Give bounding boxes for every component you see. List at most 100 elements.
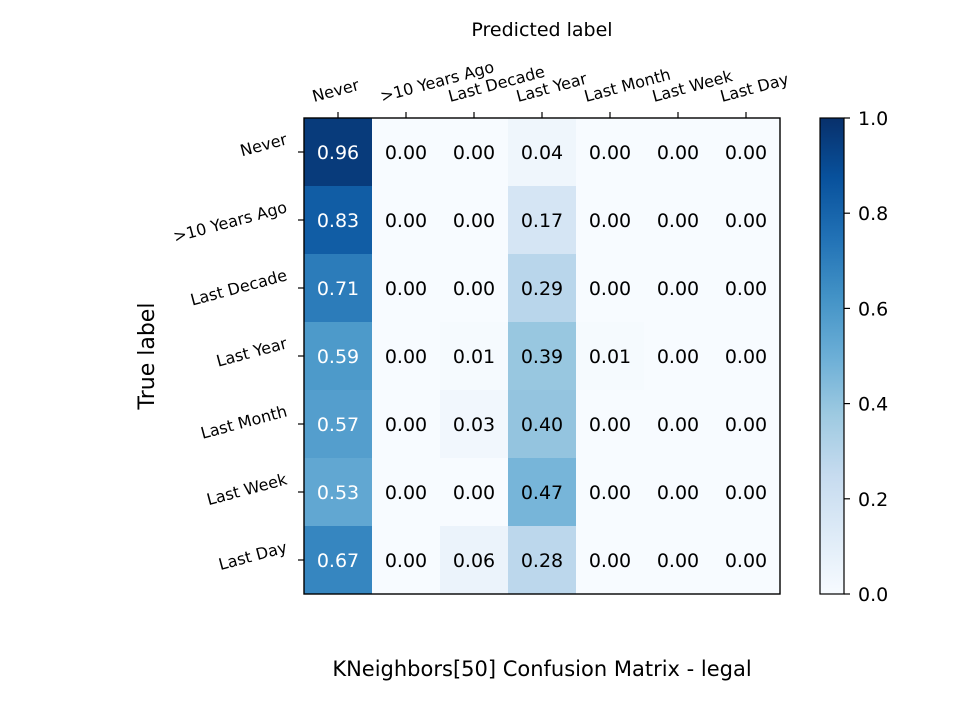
cell-value-label: 0.00 (385, 210, 427, 232)
heatmap-cell (576, 390, 645, 459)
cell-value-label: 0.00 (657, 346, 699, 368)
colorbar (819, 117, 845, 595)
heatmap-cell (372, 186, 441, 255)
heatmap-cell (304, 254, 373, 323)
heatmap-cell (508, 186, 577, 255)
cell-value-label: 0.29 (521, 278, 563, 300)
cell-value-label: 0.67 (317, 550, 359, 572)
cell-value-label: 0.00 (385, 550, 427, 572)
cell-value-label: 0.00 (725, 482, 767, 504)
heatmap-cell (372, 322, 441, 391)
heatmap-cell (304, 390, 373, 459)
cell-value-label: 0.00 (453, 210, 495, 232)
heatmap-cell (644, 118, 713, 187)
cell-value-label: 0.17 (521, 210, 563, 232)
heatmap-cell (644, 186, 713, 255)
cell-value-label: 0.00 (725, 550, 767, 572)
colorbar-tick-label: 0.0 (858, 584, 888, 606)
cell-value-label: 0.00 (725, 210, 767, 232)
heatmap-cell (304, 118, 373, 187)
cell-value-label: 0.00 (657, 278, 699, 300)
y-tick-label: Last Decade (188, 266, 289, 310)
heatmap-cell (644, 458, 713, 527)
colorbar-tick-label: 0.8 (858, 203, 888, 225)
heatmap-cell (372, 526, 441, 595)
heatmap-cell (712, 390, 781, 459)
heatmap-cell (644, 390, 713, 459)
heatmap-cell (372, 254, 441, 323)
heatmap-cell (644, 526, 713, 595)
cell-value-label: 0.00 (657, 210, 699, 232)
cell-value-label: 0.01 (453, 346, 495, 368)
cell-value-label: 0.00 (589, 278, 631, 300)
heatmap-cell (576, 118, 645, 187)
heatmap-cell (576, 458, 645, 527)
colorbar-ticks: 0.0 0.2 0.4 0.6 0.8 1.0 (844, 108, 888, 606)
heatmap-cell (304, 526, 373, 595)
y-tick-label: Last Day (216, 538, 289, 574)
colorbar-tick-label: 1.0 (858, 108, 888, 130)
cell-value-label: 0.03 (453, 414, 495, 436)
cell-value-label: 0.00 (657, 550, 699, 572)
heatmap-cell (576, 322, 645, 391)
cell-value-label: 0.00 (385, 414, 427, 436)
x-tick-label: Never (310, 75, 361, 106)
y-tick-label: Never (238, 129, 289, 160)
colorbar-tick-label: 0.2 (858, 489, 888, 511)
heatmap-cell (644, 254, 713, 323)
cell-value-label: 0.71 (317, 278, 359, 300)
cell-value-label: 0.83 (317, 210, 359, 232)
heatmap-cell (712, 458, 781, 527)
y-axis-label: True label (135, 303, 160, 411)
heatmap-cell (508, 390, 577, 459)
chart-title: KNeighbors[50] Confusion Matrix - legal (332, 657, 751, 681)
cell-value-label: 0.00 (589, 482, 631, 504)
heatmap-cell (304, 458, 373, 527)
cell-value-label: 0.53 (317, 482, 359, 504)
heatmap-cell (712, 526, 781, 595)
cell-value-label: 0.00 (385, 142, 427, 164)
cell-value-label: 0.57 (317, 414, 359, 436)
cell-value-label: 0.00 (385, 278, 427, 300)
cell-value-label: 0.01 (589, 346, 631, 368)
cell-value-label: 0.00 (725, 346, 767, 368)
heatmap-cell (372, 458, 441, 527)
cell-value-label: 0.00 (589, 210, 631, 232)
cell-value-label: 0.96 (317, 142, 359, 164)
y-tick-label: >10 Years Ago (171, 198, 289, 247)
heatmap-cell (440, 118, 509, 187)
cell-value-label: 0.59 (317, 346, 359, 368)
cell-value-label: 0.00 (385, 482, 427, 504)
cell-value-label: 0.00 (725, 142, 767, 164)
cell-value-label: 0.28 (521, 550, 563, 572)
cell-value-label: 0.00 (589, 550, 631, 572)
cell-value-label: 0.00 (453, 278, 495, 300)
heatmap-cell (440, 458, 509, 527)
cell-value-label: 0.06 (453, 550, 495, 572)
cell-value-label: 0.00 (385, 346, 427, 368)
heatmap-cell (508, 254, 577, 323)
heatmap-cell (372, 118, 441, 187)
cell-value-label: 0.00 (657, 414, 699, 436)
heatmap-cell (576, 526, 645, 595)
y-tick-label: Last Week (205, 469, 290, 509)
cell-value-label: 0.00 (589, 142, 631, 164)
heatmap-cell (576, 254, 645, 323)
cell-value-label: 0.00 (453, 482, 495, 504)
heatmap-cell (712, 118, 781, 187)
heatmap-cell (304, 186, 373, 255)
heatmap-cell (576, 186, 645, 255)
cell-value-label: 0.40 (521, 414, 563, 436)
cell-value-label: 0.00 (657, 142, 699, 164)
colorbar-tick-label: 0.6 (858, 298, 888, 320)
heatmap-cell (508, 526, 577, 595)
heatmap-cell (440, 186, 509, 255)
cell-value-label: 0.47 (521, 482, 563, 504)
cell-value-label: 0.00 (589, 414, 631, 436)
heatmap-cell (712, 186, 781, 255)
y-axis-ticks: Never >10 Years Ago Last Decade Last Year La… (171, 129, 304, 574)
heatmap-cell (508, 458, 577, 527)
heatmap-cell (644, 322, 713, 391)
